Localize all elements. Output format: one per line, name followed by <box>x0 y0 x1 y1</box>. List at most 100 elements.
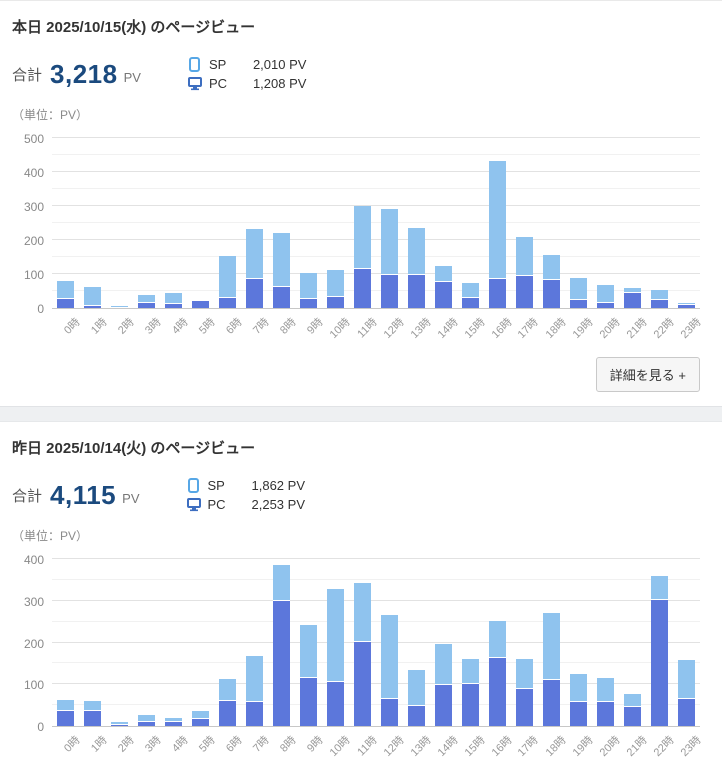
yesterday-pageview-card: 昨日 2025/10/14(火) のページビュー 合計 4,115 PV SP … <box>0 422 722 765</box>
gridline-250 <box>52 222 700 223</box>
bar-13時 <box>408 227 425 308</box>
y-tick-label-100: 100 <box>23 678 44 693</box>
y-tick-label-500: 500 <box>23 132 44 146</box>
x-tick-label-22時: 22時 <box>651 316 677 342</box>
yesterday-summary: 合計 4,115 PV SP 1,862 PV PC 2,253 PV <box>12 475 710 515</box>
x-tick-label-16時: 16時 <box>489 734 515 760</box>
bar-22時 <box>651 575 668 726</box>
bar-1時 <box>84 286 101 308</box>
bar-17時 <box>515 236 533 308</box>
bar-6時 <box>219 678 236 726</box>
x-tick-label-8時: 8時 <box>277 316 299 337</box>
gridline-200 <box>52 239 700 240</box>
bar-segment-sp <box>111 305 128 307</box>
x-tick-label-11時: 11時 <box>354 316 380 341</box>
bar-segment-pc <box>515 687 533 726</box>
x-tick-label-12時: 12時 <box>381 316 407 342</box>
bar-segment-pc <box>435 281 452 308</box>
bar-segment-pc <box>597 701 614 726</box>
bar-segment-pc <box>111 723 128 726</box>
bar-16時 <box>489 160 506 308</box>
bar-segment-pc <box>381 697 398 726</box>
y-axis: 0 100 200 300 400 <box>12 553 52 734</box>
bar-segment-sp <box>111 721 128 724</box>
bar-segment-pc <box>624 292 641 308</box>
gridline-300 <box>52 205 700 206</box>
x-tick-label-6時: 6時 <box>223 734 245 755</box>
legend-sp-value: 1,862 PV <box>251 477 306 493</box>
x-tick-label-18時: 18時 <box>543 734 569 760</box>
bar-segment-sp <box>462 659 479 683</box>
bar-segment-sp <box>300 273 317 298</box>
bar-segment-pc <box>165 302 182 308</box>
card-divider <box>0 406 722 422</box>
bar-segment-sp <box>84 286 101 306</box>
total-unit: PV <box>122 490 140 506</box>
bar-21時 <box>624 693 641 726</box>
bar-segment-sp <box>84 700 101 711</box>
bar-segment-sp <box>219 256 236 298</box>
bar-segment-pc <box>624 706 641 726</box>
y-tick-label-100: 100 <box>23 268 44 282</box>
x-tick-label-15時: 15時 <box>462 316 488 342</box>
bar-segment-sp <box>165 293 182 303</box>
unit-note: （単位：PV） <box>12 108 89 122</box>
x-tick-label-23時: 23時 <box>678 734 704 760</box>
bar-segment-sp <box>408 227 425 275</box>
plot-area-wrap: 0時 1時 2時 3時 4時 5時 6時 7時 8時 9時 10時 11時 12時 13時 14時 15時 16… <box>52 558 703 765</box>
see-details-button[interactable]: 詳細を見る + <box>595 357 700 392</box>
x-tick-label-1時: 1時 <box>88 734 110 755</box>
total-label: 合計 <box>12 66 43 84</box>
bar-4時 <box>165 293 182 308</box>
bar-segment-sp <box>165 717 182 721</box>
bar-segment-pc <box>678 697 695 726</box>
x-tick-label-8時: 8時 <box>277 734 299 755</box>
bar-segment-pc <box>435 684 452 726</box>
bar-segment-sp <box>192 711 209 718</box>
bar-segment-sp <box>354 206 371 268</box>
x-tick-label-23時: 23時 <box>678 316 704 342</box>
legend-pc-value: 1,208 PV <box>252 75 307 91</box>
today-total-value: 3,218 <box>50 58 118 89</box>
x-tick-label-20時: 20時 <box>597 316 623 342</box>
bar-segment-pc <box>381 274 398 308</box>
bar-14時 <box>435 266 452 308</box>
bar-segment-sp <box>246 656 263 701</box>
gridline-50 <box>52 704 700 706</box>
legend-row-pc: PC 2,253 PV <box>186 497 305 513</box>
bar-segment-sp <box>56 281 74 299</box>
bar-segment-sp <box>570 673 587 702</box>
bar-9時 <box>300 624 317 726</box>
total-label: 合計 <box>12 487 43 505</box>
bar-segment-sp <box>381 208 398 275</box>
bar-segment-pc <box>56 710 74 726</box>
bar-11時 <box>354 206 371 308</box>
bar-segment-pc <box>543 679 560 726</box>
desktop-monitor-icon <box>187 76 203 91</box>
bar-segment-pc <box>489 657 506 726</box>
yesterday-total-value: 4,115 <box>50 479 117 510</box>
bar-10時 <box>327 269 344 308</box>
bar-5時 <box>192 711 209 726</box>
gridline-350 <box>52 578 700 580</box>
bar-segment-sp <box>570 277 587 299</box>
bar-15時 <box>462 659 479 726</box>
x-tick-label-12時: 12時 <box>381 734 407 760</box>
gridline-350 <box>52 188 700 189</box>
x-tick-label-0時: 0時 <box>61 734 83 755</box>
x-tick-label-3時: 3時 <box>142 316 164 337</box>
bar-segment-sp <box>515 659 533 688</box>
y-tick-label-0: 0 <box>37 720 44 734</box>
bar-19時 <box>570 673 587 726</box>
gridline-150 <box>52 662 700 664</box>
bar-segment-sp <box>678 660 695 698</box>
x-tick-label-14時: 14時 <box>435 316 461 342</box>
x-tick-label-5時: 5時 <box>196 734 218 755</box>
bar-segment-pc <box>354 267 371 308</box>
bar-segment-sp <box>300 624 317 677</box>
bar-2時 <box>111 721 128 726</box>
bar-0時 <box>56 281 74 308</box>
bar-8時 <box>273 233 290 308</box>
bar-12時 <box>381 208 398 308</box>
gridline-150 <box>52 256 700 257</box>
